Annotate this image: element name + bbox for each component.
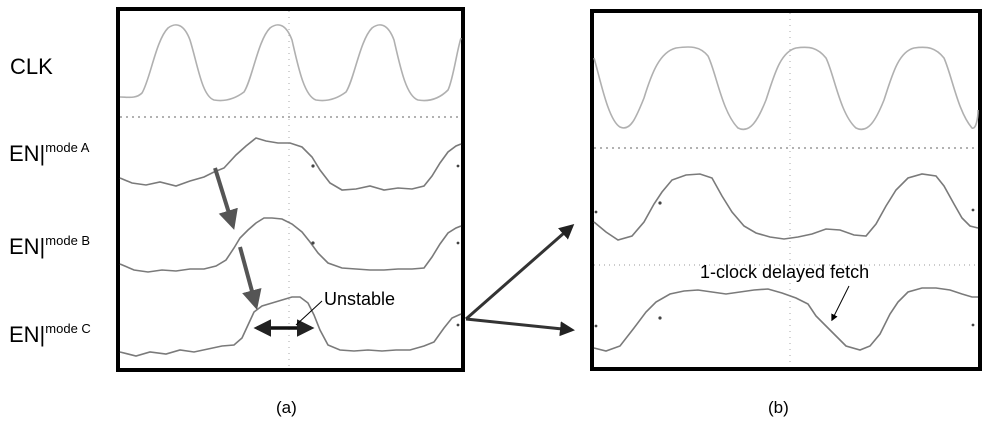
label-en-mode-c: EN|mode C (9, 321, 91, 348)
panel-b-frame (590, 9, 982, 371)
delayed-fetch-label: 1-clock delayed fetch (700, 262, 870, 282)
en-trace-b-upper (593, 173, 979, 241)
label-clk: CLK (10, 54, 53, 80)
caption-b: (b) (768, 398, 789, 417)
label-en-mode-b-name: EN| (9, 234, 46, 259)
panel-b (590, 9, 982, 371)
clk-trace-a (119, 24, 462, 102)
connector-arrow-upper (465, 224, 575, 321)
label-en-mode-a-name: EN| (9, 141, 46, 166)
en-mode-b-trace (119, 217, 462, 273)
delayed-fetch-leader-arrow (831, 285, 850, 322)
label-en-mode-a: EN|mode A (9, 140, 89, 167)
label-en-mode-b-sup: mode B (45, 233, 91, 248)
en-trace-b-lower (593, 287, 978, 352)
label-en-mode-a-sup: mode A (45, 140, 90, 155)
en-mode-a-trace (119, 137, 462, 191)
en-mode-c-trace (119, 296, 462, 357)
arrow-b-to-c (238, 246, 262, 310)
label-en-mode-b: EN|mode B (9, 233, 90, 260)
unstable-leader-line (295, 300, 323, 326)
clk-trace-b (593, 46, 979, 131)
panel-a (116, 7, 465, 372)
caption-a: (a) (276, 398, 297, 417)
label-en-mode-c-sup: mode C (45, 321, 91, 336)
label-clk-name: CLK (10, 54, 53, 79)
arrow-a-to-b (213, 167, 238, 230)
panel-a-frame (116, 7, 465, 372)
unstable-label: Unstable (324, 289, 396, 309)
label-en-mode-c-name: EN| (9, 322, 46, 347)
connector-arrow-lower (465, 317, 575, 337)
